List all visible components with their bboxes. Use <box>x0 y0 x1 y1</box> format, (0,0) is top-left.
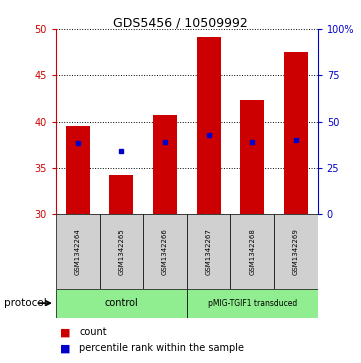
Text: control: control <box>105 298 138 308</box>
Bar <box>187 289 318 318</box>
Bar <box>230 214 274 289</box>
Bar <box>187 214 230 289</box>
Bar <box>274 214 318 289</box>
Bar <box>56 289 187 318</box>
Bar <box>284 52 308 214</box>
Text: GSM1342264: GSM1342264 <box>75 228 81 275</box>
Text: percentile rank within the sample: percentile rank within the sample <box>79 343 244 354</box>
Text: GSM1342267: GSM1342267 <box>206 228 212 275</box>
Text: protocol: protocol <box>4 298 46 308</box>
Text: GSM1342269: GSM1342269 <box>293 228 299 275</box>
Text: GSM1342266: GSM1342266 <box>162 228 168 275</box>
Text: ■: ■ <box>60 343 70 354</box>
Text: count: count <box>79 327 107 337</box>
Bar <box>153 115 177 214</box>
Bar <box>56 214 100 289</box>
Bar <box>240 100 264 214</box>
Text: pMIG-TGIF1 transduced: pMIG-TGIF1 transduced <box>208 299 297 307</box>
Bar <box>109 175 133 214</box>
Text: GDS5456 / 10509992: GDS5456 / 10509992 <box>113 16 248 29</box>
Bar <box>66 126 90 214</box>
Text: GSM1342265: GSM1342265 <box>118 228 125 275</box>
Bar <box>100 214 143 289</box>
Text: ■: ■ <box>60 327 70 337</box>
Bar <box>143 214 187 289</box>
Bar <box>197 37 221 214</box>
Text: GSM1342268: GSM1342268 <box>249 228 255 275</box>
